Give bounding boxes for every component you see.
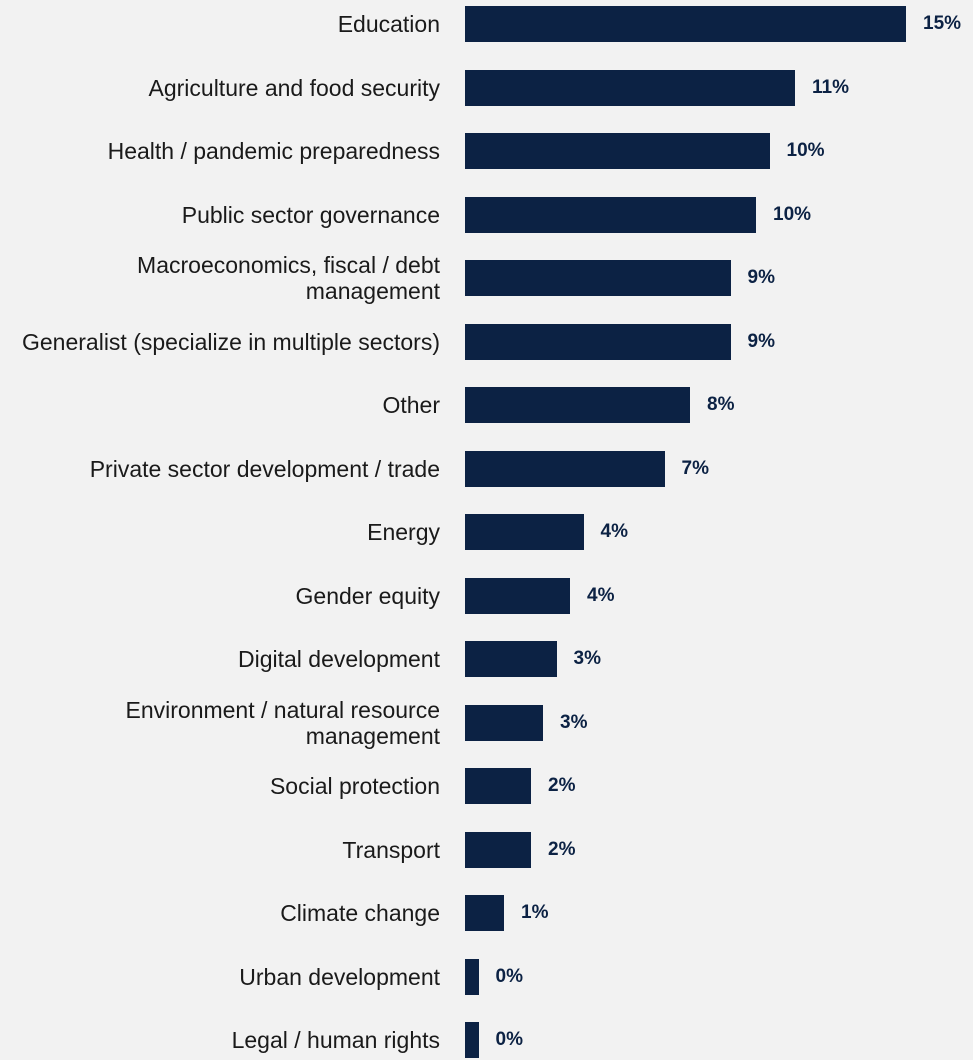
value-label: 1% [521, 902, 549, 923]
value-label: 4% [600, 521, 628, 542]
category-label: Gender equity [295, 582, 440, 609]
category-label: Environment / natural resource managemen… [125, 696, 441, 749]
value-label: 15% [923, 13, 962, 34]
category-label: Social protection [269, 773, 440, 799]
category-label: Agriculture and food security [148, 74, 441, 101]
category-label: Climate change [280, 900, 440, 926]
bar [465, 69, 795, 106]
value-label: 7% [681, 457, 709, 479]
value-label: 2% [548, 775, 576, 796]
value-label: 0% [495, 1029, 523, 1050]
bar [465, 1022, 479, 1058]
bar [465, 450, 665, 487]
bar [465, 958, 479, 995]
value-label: 9% [747, 330, 775, 352]
value-label: 9% [747, 267, 775, 288]
bar [465, 323, 731, 360]
value-label: 0% [495, 965, 523, 987]
bar [465, 577, 570, 614]
bar [465, 831, 531, 868]
bar [465, 704, 543, 741]
category-label: Digital development [237, 646, 440, 672]
value-label: 10% [786, 140, 825, 161]
category-label: Education [337, 11, 440, 37]
bar [465, 133, 770, 169]
category-label: Macroeconomics, fiscal / debt management [137, 252, 440, 304]
category-label: Energy [367, 519, 440, 545]
value-label: 8% [707, 394, 735, 415]
category-label: Urban development [239, 963, 440, 990]
category-label: Generalist (specialize in multiple secto… [22, 328, 440, 355]
bar [465, 196, 756, 233]
value-label: 3% [560, 711, 588, 733]
bar [465, 895, 504, 931]
value-label: 2% [548, 838, 576, 860]
bar [465, 6, 906, 42]
bar [465, 768, 531, 804]
category-label: Legal / human rights [231, 1027, 440, 1053]
value-label: 3% [573, 648, 601, 669]
bar [465, 641, 557, 677]
value-label: 4% [587, 584, 615, 606]
category-label: Other [382, 392, 440, 418]
category-label: Health / pandemic preparedness [107, 138, 440, 164]
value-label: 11% [812, 76, 849, 98]
bar [465, 387, 690, 423]
bar [465, 260, 731, 296]
category-label: Transport [342, 836, 440, 863]
category-label: Public sector governance [181, 201, 440, 228]
bar [465, 514, 584, 550]
category-label: Private sector development / trade [89, 455, 440, 482]
value-label: 10% [773, 203, 812, 225]
